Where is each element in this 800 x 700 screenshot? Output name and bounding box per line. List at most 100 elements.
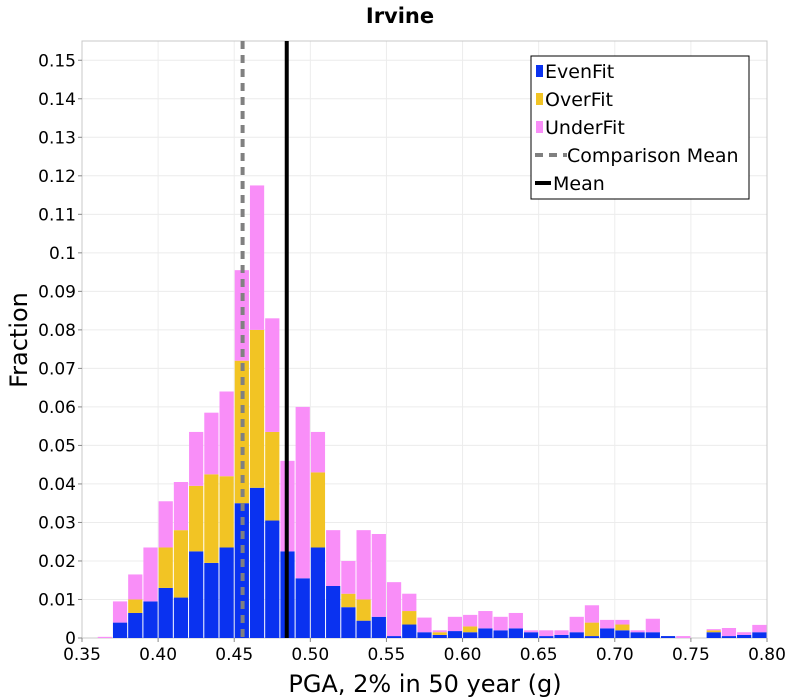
legend-label-overfit: OverFit [545,89,613,111]
y-tick-label-9: 0.09 [38,282,76,302]
y-axis-label: Fraction [5,292,33,388]
bar-evenfit-14 [310,547,326,638]
bar-underfit-24 [463,614,478,627]
bar-overfit-11 [265,431,280,521]
bar-underfit-11 [265,318,280,432]
bar-underfit-0 [97,636,112,638]
bar-evenfit-10 [249,487,265,638]
bar-evenfit-18 [371,616,386,638]
bar-underfit-22 [432,630,447,633]
bar-underfit-27 [508,612,523,629]
y-tick-label-13: 0.13 [38,128,76,148]
bar-underfit-2 [128,574,143,600]
bar-evenfit-15 [326,586,341,638]
bar-evenfit-35 [630,632,645,638]
chart-title: Irvine [366,4,434,28]
bar-evenfit-43 [752,632,767,638]
y-tick-label-8: 0.08 [38,321,76,341]
bar-underfit-17 [356,530,371,600]
bar-evenfit-9 [234,503,249,638]
bar-evenfit-7 [204,562,219,638]
x-tick-label-3: 0.50 [291,645,329,665]
bar-underfit-40 [706,629,721,631]
bar-underfit-41 [721,627,737,637]
legend-swatch-overfit [536,93,543,105]
bar-underfit-5 [173,482,189,531]
bar-overfit-5 [173,530,189,598]
x-tick-label-0: 0.35 [63,645,101,665]
bar-underfit-35 [630,630,645,633]
bar-underfit-23 [447,616,463,632]
bar-underfit-20 [402,593,417,612]
y-tick-label-15: 0.15 [38,51,76,71]
bar-underfit-6 [189,431,204,486]
y-tick-label-7: 0.07 [38,359,76,379]
bar-evenfit-5 [173,597,189,638]
y-tick-label-4: 0.04 [38,475,76,495]
bar-evenfit-32 [584,636,600,638]
x-tick-label-5: 0.60 [444,645,482,665]
bar-overfit-20 [402,611,417,625]
legend-swatch-evenfit [536,65,543,77]
x-tick-label-2: 0.45 [215,645,253,665]
x-tick-label-1: 0.40 [139,645,177,665]
y-tick-label-0: 0 [65,629,76,649]
x-tick-label-6: 0.65 [520,645,558,665]
bar-evenfit-27 [508,628,523,638]
bar-overfit-7 [204,474,219,563]
bar-underfit-3 [143,547,158,602]
bar-overfit-14 [310,472,326,548]
bar-underfit-30 [554,630,569,635]
y-tick-label-2: 0.02 [38,552,76,572]
bar-evenfit-22 [432,634,447,638]
bar-underfit-32 [584,605,600,623]
bar-underfit-25 [478,611,493,629]
bar-evenfit-23 [447,631,463,638]
legend-label-mean: Mean [553,173,605,195]
bar-overfit-10 [249,329,265,488]
bar-evenfit-42 [737,634,752,638]
x-tick-label-8: 0.75 [672,645,710,665]
bar-underfit-33 [600,619,615,629]
bar-underfit-34 [615,619,630,625]
bar-evenfit-20 [402,624,417,638]
y-tick-label-10: 0.1 [49,244,76,264]
bar-evenfit-3 [143,601,158,638]
bar-overfit-16 [341,593,356,608]
bar-underfit-43 [752,624,767,633]
bar-overfit-4 [158,547,173,588]
legend-label-underfit: UnderFit [545,117,625,139]
bar-evenfit-6 [189,551,204,638]
y-tick-label-1: 0.01 [38,590,76,610]
bar-evenfit-13 [295,578,310,638]
bar-underfit-10 [249,185,265,330]
bar-underfit-18 [371,534,386,617]
bar-overfit-8 [219,476,234,548]
bar-overfit-40 [706,630,721,633]
legend-box [530,55,750,200]
legend-label-comparison-mean: Comparison Mean [567,145,739,167]
bar-evenfit-26 [493,630,508,638]
bar-evenfit-37 [660,636,676,638]
bar-overfit-17 [356,599,371,621]
bar-underfit-38 [676,636,691,638]
x-axis-label: PGA, 2% in 50 year (g) [288,670,561,698]
bar-evenfit-19 [386,636,402,638]
bar-underfit-36 [645,618,660,633]
legend-swatch-underfit [536,121,543,133]
bar-overfit-9 [234,360,249,504]
x-tick-label-9: 0.80 [748,645,786,665]
bar-overfit-6 [189,485,204,552]
bar-underfit-1 [112,601,128,623]
bar-overfit-32 [584,622,600,637]
bar-overfit-22 [432,632,447,635]
bar-underfit-15 [326,530,341,587]
bar-evenfit-24 [463,632,478,638]
x-axis-ticks: 0.35 0.40 0.45 0.50 0.55 0.60 0.65 0.70 0.75 0.80 [63,638,786,665]
bar-evenfit-8 [219,547,234,638]
bar-underfit-29 [539,630,554,637]
bar-evenfit-33 [600,628,615,638]
bar-underfit-31 [569,616,584,633]
y-tick-label-5: 0.05 [38,436,76,456]
